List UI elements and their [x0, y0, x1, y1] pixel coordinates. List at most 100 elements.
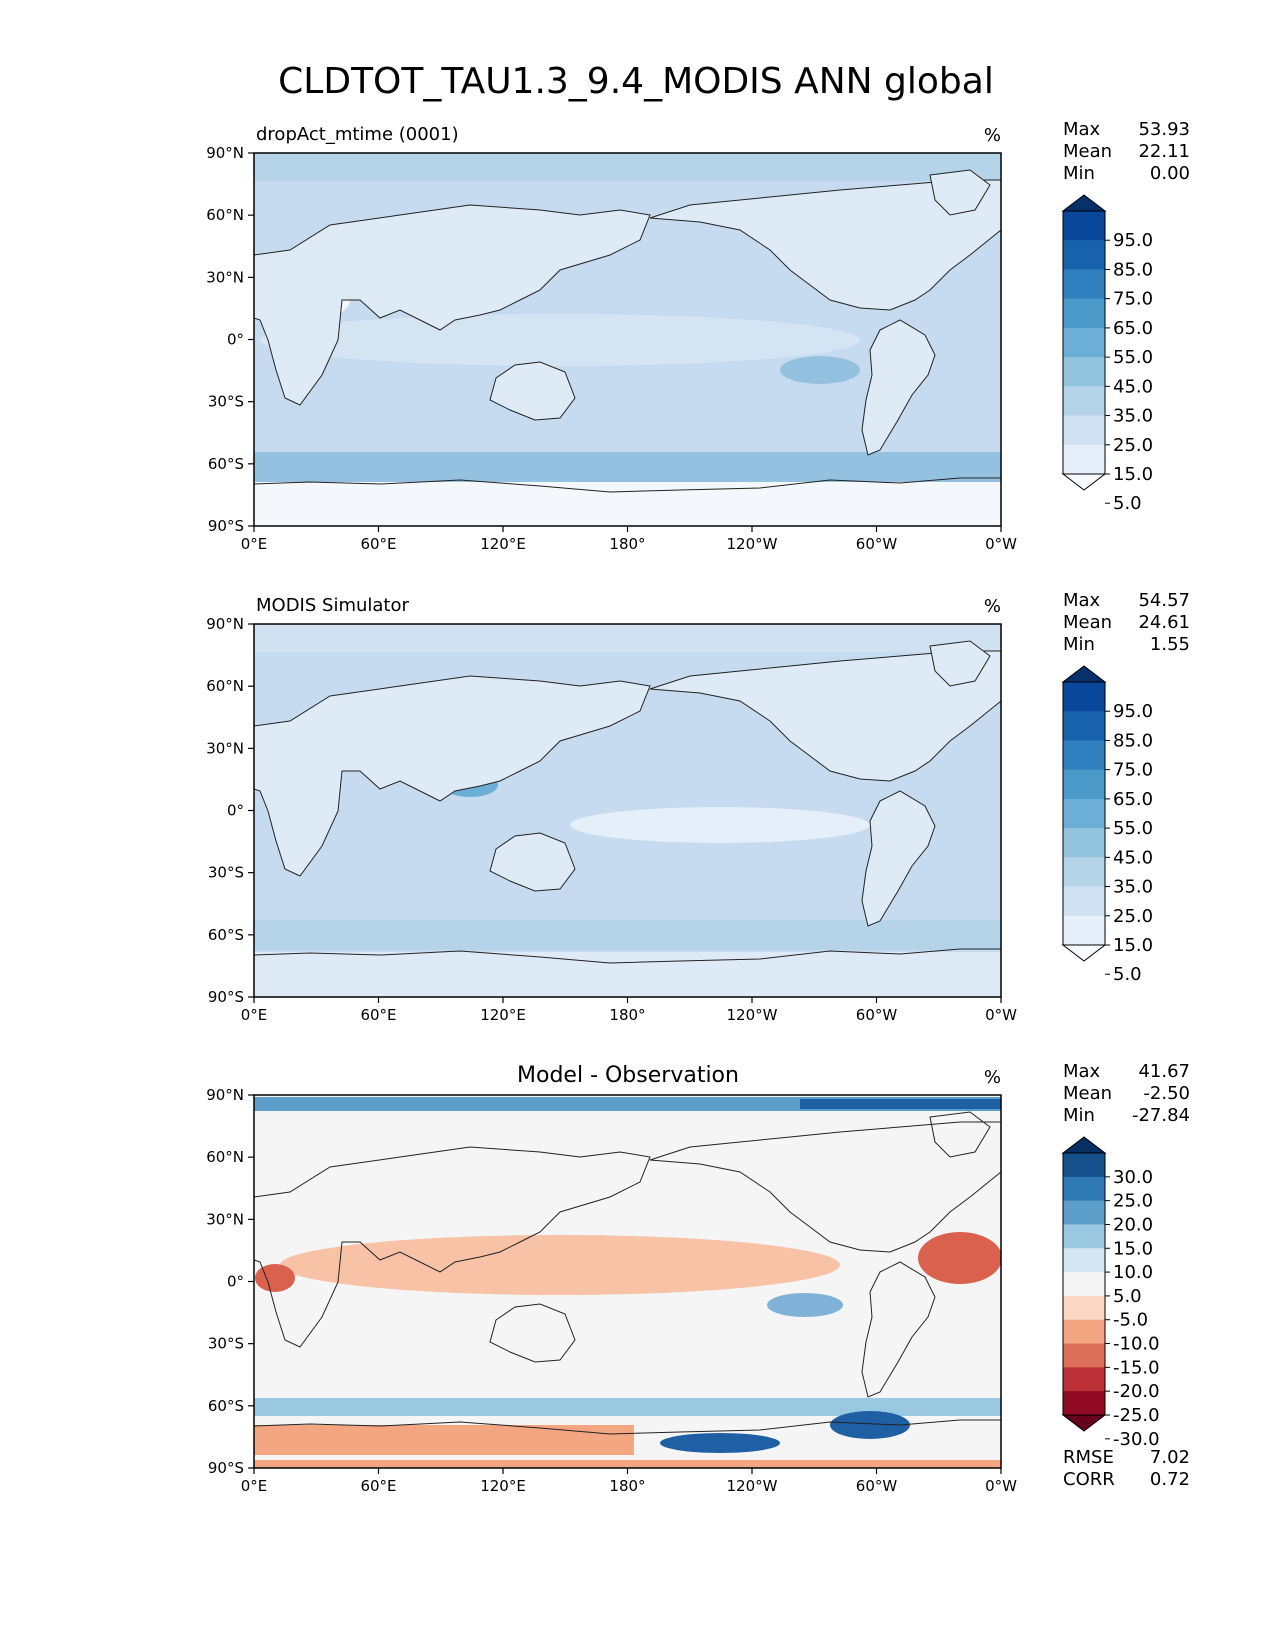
colorbar-tick-label: 45.0	[1113, 847, 1153, 868]
panel-2-colorbar: 95.0 85.0 75.0 65.0 55.0 45.0 35.0 25.0 15.0 5.0	[1061, 665, 1153, 985]
colorbar-extend-top	[1061, 194, 1107, 212]
panel-2-coast-south-america	[861, 790, 936, 927]
colorbar-tick-label: 20.0	[1113, 1214, 1153, 1235]
colorbar-tick-label: 85.0	[1113, 259, 1153, 280]
y-tick-label: 90°S	[208, 988, 244, 1006]
x-tick-label: 180°	[609, 1477, 645, 1495]
panel-3-antarctic-edge	[254, 1460, 1001, 1468]
panel-3-antarctic-band	[254, 1425, 634, 1455]
panel-2-mean-value: 24.61	[1138, 612, 1190, 633]
panel-2-antarctic-region	[254, 952, 1001, 997]
panel-2-max-label: Max	[1063, 590, 1101, 611]
colorbar-swatch	[1063, 769, 1105, 800]
panel-3-min-value: -27.84	[1132, 1105, 1190, 1126]
colorbar-tick-label: -20.0	[1113, 1381, 1160, 1402]
x-tick-label: 120°W	[727, 1006, 778, 1024]
colorbar-tick-label: 85.0	[1113, 730, 1153, 751]
colorbar-tick-label: 25.0	[1113, 435, 1153, 456]
panel-1-arctic-band	[254, 153, 1001, 181]
panel-3-coast-north-america	[649, 1121, 1001, 1253]
colorbar-tick-label: 75.0	[1113, 760, 1153, 781]
panel-2-coast-australia	[489, 832, 576, 892]
colorbar-extend-bottom	[1061, 944, 1107, 962]
panel-3-ross-pos	[660, 1433, 780, 1453]
panel-1-stats: Max 53.93 Mean 22.11 Min 0.00	[1063, 119, 1190, 184]
panel-2-min-value: 1.55	[1150, 634, 1190, 655]
colorbar-swatch	[1063, 269, 1105, 300]
panel-3-weddell-pos	[830, 1411, 910, 1439]
colorbar-swatch	[1063, 386, 1105, 417]
colorbar-tick-label: 55.0	[1113, 818, 1153, 839]
panel-1-min-value: 0.00	[1150, 163, 1190, 184]
panel-2-coast-north-america	[649, 650, 1001, 782]
colorbar-swatch	[1063, 915, 1105, 946]
panel-1-coast-africa-eurasia	[254, 204, 651, 406]
x-tick-label: 0°E	[241, 535, 268, 553]
figure-title: CLDTOT_TAU1.3_9.4_MODIS ANN global	[278, 61, 994, 102]
x-tick-label: 60°W	[856, 1477, 898, 1495]
colorbar-tick-label: 25.0	[1113, 906, 1153, 927]
x-tick-label: 180°	[609, 535, 645, 553]
panel-3-coastlines	[254, 1111, 1001, 1435]
y-tick-label: 90°N	[206, 615, 244, 633]
x-tick-label: 120°E	[480, 535, 526, 553]
y-tick-label: 30°N	[206, 1210, 244, 1228]
colorbar-outline	[1062, 681, 1106, 946]
colorbar-tick-label: -30.0	[1113, 1429, 1160, 1450]
panel-2-coast-greenland	[929, 640, 991, 687]
panel-2-map	[254, 624, 1001, 997]
panel-1-coast-greenland	[929, 169, 991, 216]
panel-2-tropical-band	[570, 807, 870, 843]
x-tick-label: 120°W	[727, 535, 778, 553]
panel-1-coast-antarctica	[254, 477, 1001, 493]
panel-3-min-label: Min	[1063, 1105, 1095, 1126]
panel-1-colorbar: 95.0 85.0 75.0 65.0 55.0 45.0 35.0 25.0 15.0 5.0	[1061, 194, 1153, 514]
y-tick-label: 90°N	[206, 144, 244, 162]
panel-3-coast-africa-eurasia	[254, 1146, 651, 1348]
y-tick-label: 0°	[227, 331, 244, 349]
y-tick-label: 30°S	[208, 1335, 244, 1353]
panel-1-max-label: Max	[1063, 119, 1101, 140]
colorbar-tick-label: 55.0	[1113, 347, 1153, 368]
panel-3-coast-greenland	[929, 1111, 991, 1158]
panel-1-tropical-band	[260, 314, 860, 366]
panel-3-arctic-strong	[800, 1099, 1001, 1109]
colorbar-swatch	[1063, 798, 1105, 829]
panel-2-max-value: 54.57	[1138, 590, 1190, 611]
colorbar-tick-label: 15.0	[1113, 935, 1153, 956]
panel-1: dropAct_mtime (0001) % 90°N 60°N 30°N 0° 30°…	[206, 119, 1190, 553]
panel-2-min-label: Min	[1063, 634, 1095, 655]
colorbar-tick-label: 45.0	[1113, 376, 1153, 397]
panel-2-storm-track	[254, 920, 1001, 950]
panel-2-units: %	[984, 596, 1001, 617]
panel-3-mean-label: Mean	[1063, 1083, 1112, 1104]
panel-2-coast-africa-eurasia	[254, 675, 651, 877]
panel-3: Model - Observation % 90°	[206, 1061, 1190, 1495]
panel-3-corr-value: 0.72	[1150, 1469, 1190, 1490]
colorbar-tick-label: 95.0	[1113, 230, 1153, 251]
y-tick-label: 60°S	[208, 926, 244, 944]
y-tick-label: 60°S	[208, 455, 244, 473]
x-tick-label: 120°E	[480, 1006, 526, 1024]
colorbar-swatch	[1063, 357, 1105, 387]
colorbar-swatch	[1063, 1272, 1105, 1297]
panel-2-coastlines	[254, 640, 1001, 964]
x-tick-label: 0°W	[985, 1477, 1017, 1495]
colorbar-outline	[1062, 1152, 1106, 1416]
panel-3-map	[254, 1095, 1001, 1468]
colorbar-tick-label: 25.0	[1113, 1191, 1153, 1212]
colorbar-swatch	[1063, 1176, 1105, 1202]
panel-1-mean-label: Mean	[1063, 141, 1112, 162]
colorbar-outline	[1062, 210, 1106, 475]
colorbar-swatch	[1063, 1367, 1105, 1392]
panel-1-mean-value: 22.11	[1138, 141, 1190, 162]
y-tick-label: 0°	[227, 802, 244, 820]
panel-3-coast-antarctica	[254, 1419, 1001, 1435]
colorbar-tick-label: 75.0	[1113, 289, 1153, 310]
panel-3-coast-south-america	[861, 1261, 936, 1398]
panel-3-coast-australia	[489, 1303, 576, 1363]
panel-3-atlantic-neg	[918, 1232, 1001, 1284]
colorbar-swatch	[1063, 415, 1105, 446]
x-tick-label: 0°E	[241, 1006, 268, 1024]
colorbar-extend-top	[1061, 665, 1107, 683]
